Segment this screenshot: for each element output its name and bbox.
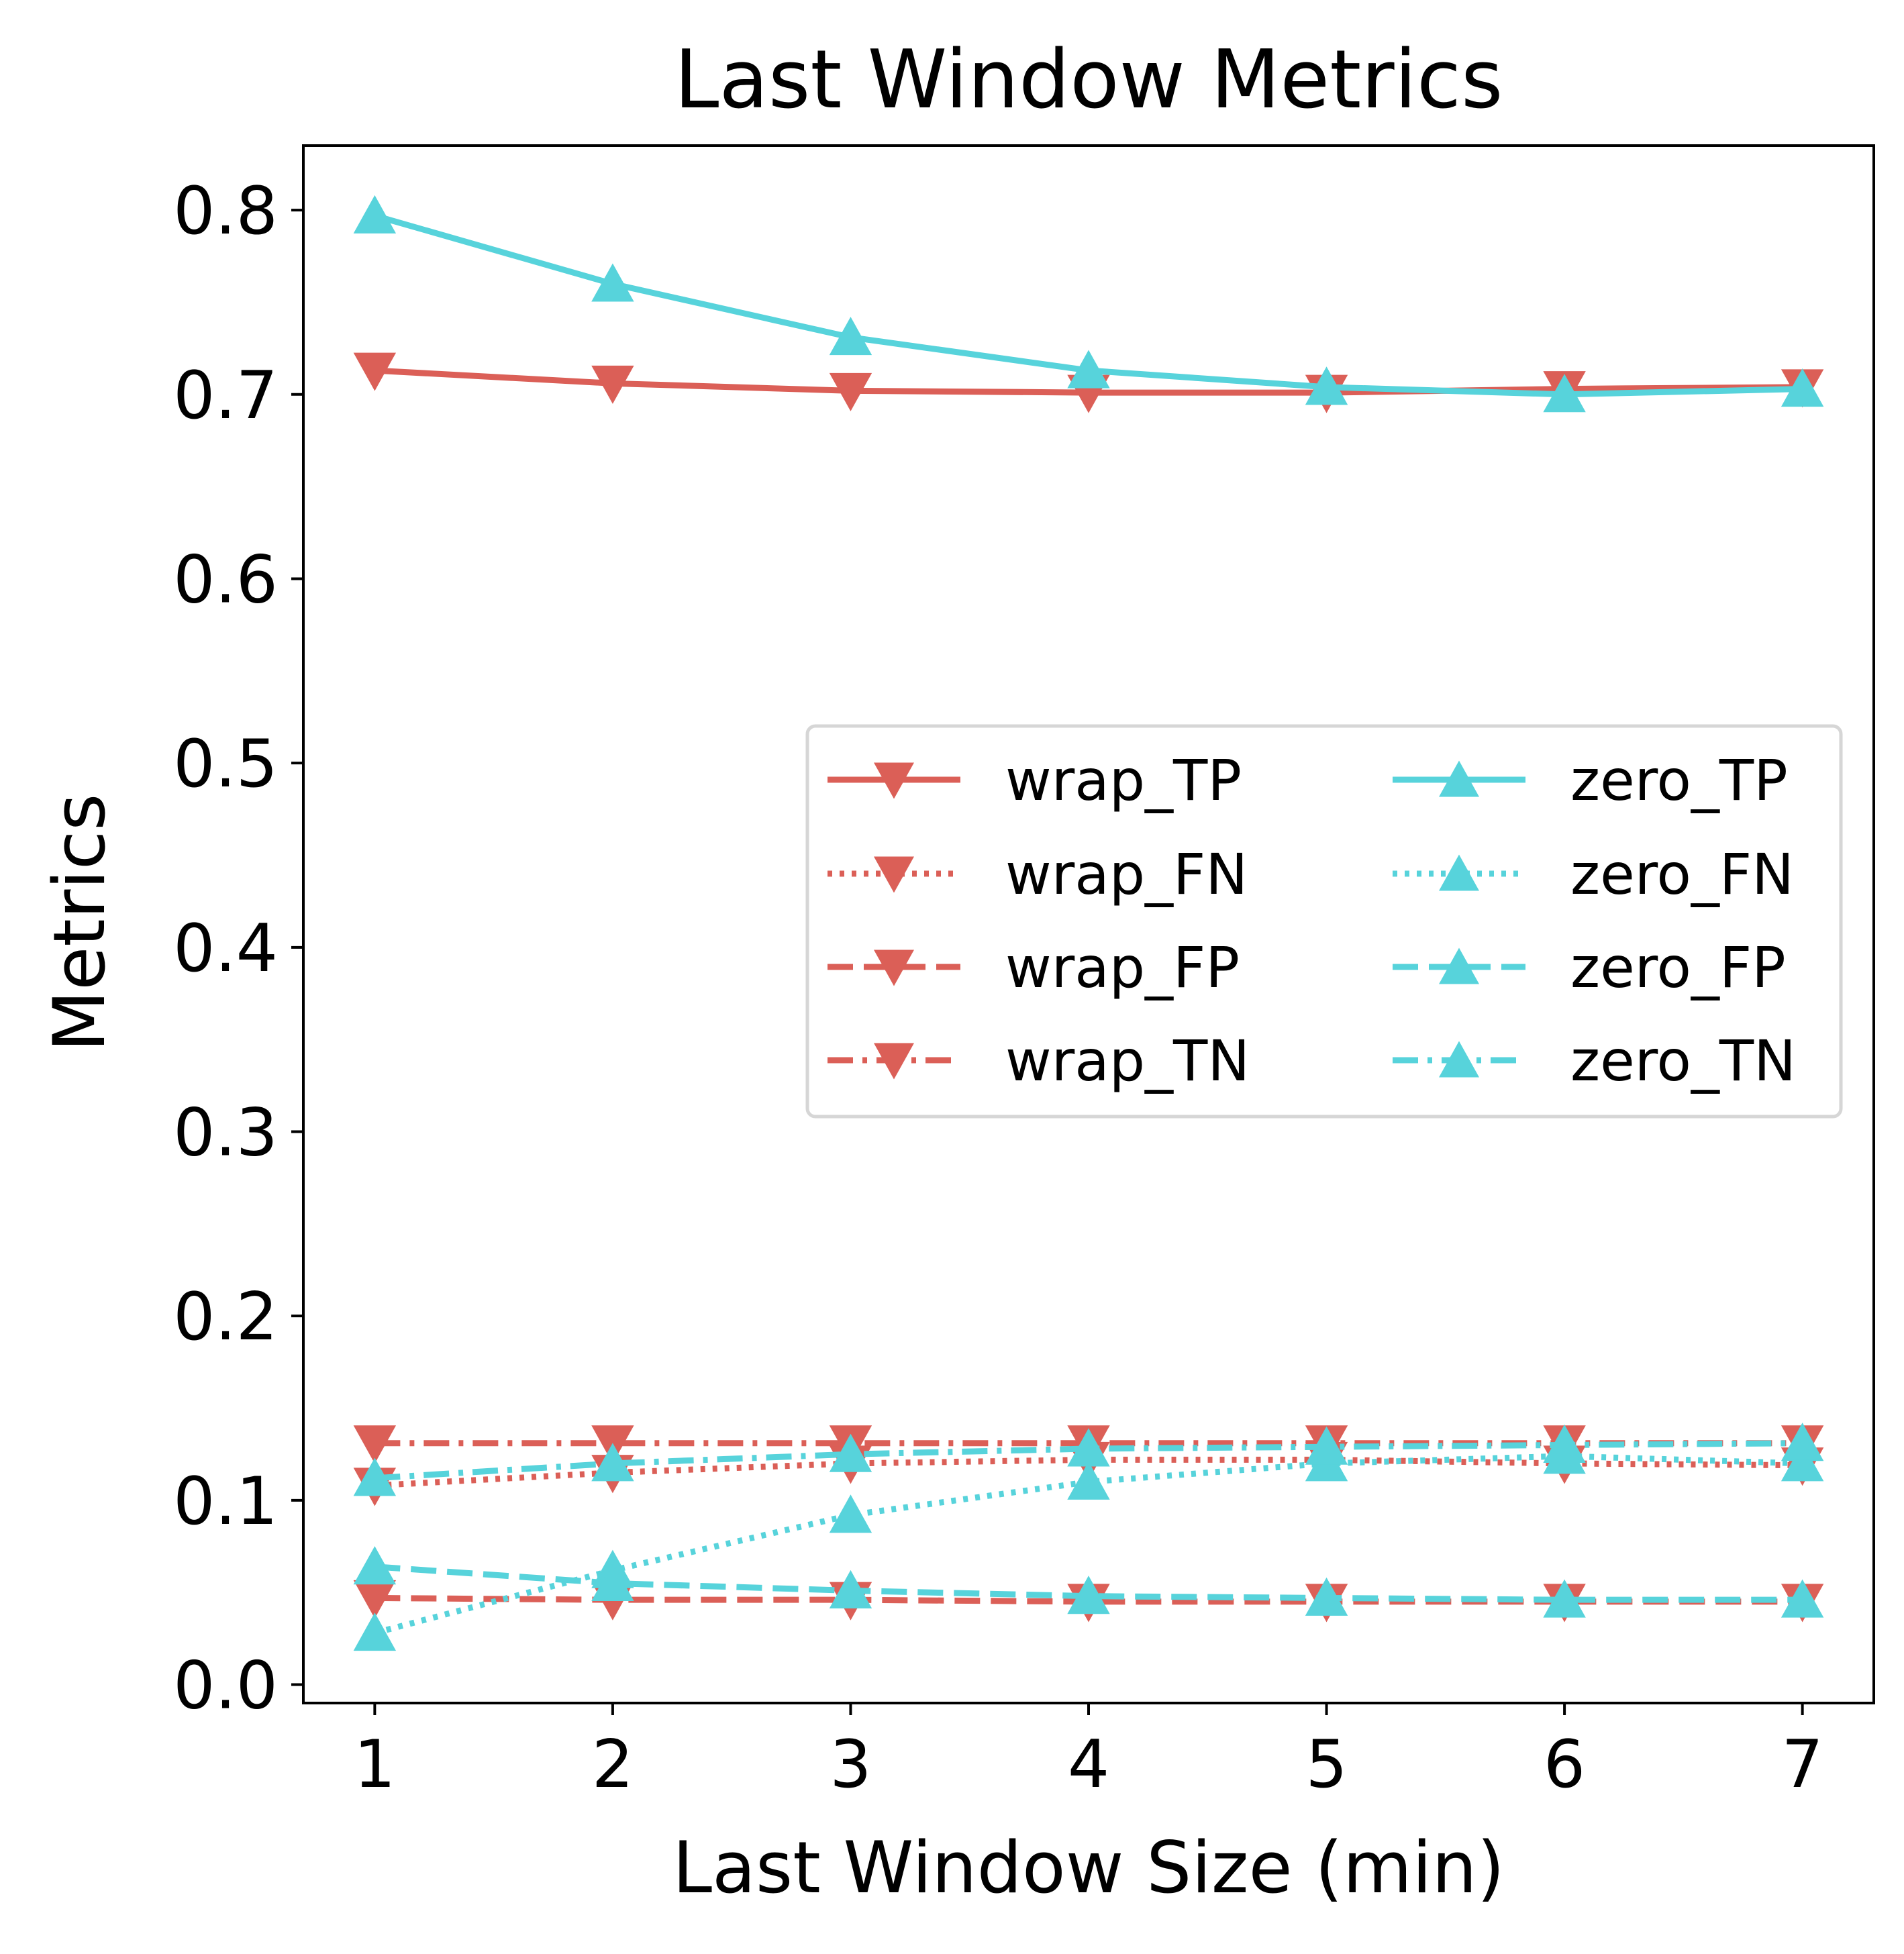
data-point-zero_FP-4: [1067, 1576, 1110, 1614]
x-tick-label: 1: [354, 1727, 395, 1803]
data-point-zero_FN-4: [1067, 1461, 1110, 1500]
y-tick-label: 0.4: [173, 911, 278, 987]
data-point-wrap_TP-2: [591, 365, 634, 404]
y-tick-label: 0.3: [173, 1095, 278, 1172]
x-tick-label: 4: [1068, 1727, 1109, 1803]
data-point-zero_FN-3: [829, 1494, 872, 1533]
y-axis-label: Metrics: [38, 794, 121, 1052]
legend-marker: [1439, 947, 1479, 984]
legend-box: [805, 724, 1843, 1119]
legend-marker: [1439, 854, 1479, 891]
data-point-zero_FN-7: [1781, 1443, 1824, 1482]
legend-label: wrap_TN: [1005, 1028, 1250, 1094]
legend-marker: [874, 762, 914, 799]
legend-marker: [874, 856, 914, 893]
legend-label: wrap_FN: [1005, 841, 1248, 907]
legend-label: zero_TP: [1570, 748, 1788, 813]
legend-entry-wrap_FN: wrap_FN: [828, 841, 1248, 907]
chart-title: Last Window Metrics: [674, 34, 1503, 127]
y-tick-label: 0.7: [173, 358, 278, 434]
y-tick-label: 0.1: [173, 1463, 278, 1540]
plot-area: [353, 195, 1824, 1651]
y-tick-label: 0.2: [173, 1279, 278, 1355]
legend-entry-zero_TP: zero_TP: [1393, 748, 1788, 813]
data-point-zero_FP-7: [1781, 1579, 1824, 1618]
data-point-zero_FN-1: [353, 1612, 397, 1651]
x-tick-label: 7: [1781, 1727, 1823, 1803]
legend-marker: [874, 949, 914, 986]
y-tick-label: 0.5: [173, 726, 278, 803]
y-tick-label: 0.8: [173, 173, 278, 250]
data-point-zero_TN-4: [1067, 1428, 1110, 1467]
series-zero_FP: [353, 1546, 1824, 1618]
legend-label: wrap_FP: [1005, 935, 1240, 1000]
data-point-zero_TP-5: [1305, 366, 1348, 405]
data-point-zero_TP-2: [591, 263, 634, 302]
x-axis-label: Last Window Size (min): [672, 1827, 1505, 1909]
data-point-zero_TN-3: [829, 1433, 872, 1472]
legend-label: wrap_TP: [1005, 748, 1242, 813]
series-zero_TN: [353, 1423, 1824, 1496]
data-point-zero_TP-3: [829, 317, 872, 356]
data-point-zero_TN-5: [1305, 1426, 1348, 1465]
legend-label: zero_TN: [1570, 1028, 1796, 1094]
y-tick-label: 0.0: [173, 1648, 278, 1725]
data-point-zero_FP-6: [1543, 1579, 1586, 1618]
x-tick-label: 5: [1305, 1727, 1347, 1803]
axes: 0.0 0.1 0.2 0.3 0.4 0.5 0.6 0.7 0.8 1 2 3 4 5 6 7: [173, 144, 1875, 1803]
data-point-zero_FP-3: [829, 1570, 872, 1608]
x-tick-label: 3: [830, 1727, 871, 1803]
data-point-zero_FP-2: [591, 1562, 634, 1601]
legend-entry-zero_FN: zero_FN: [1393, 841, 1794, 907]
legend-marker: [1439, 1041, 1479, 1078]
data-point-zero_TN-2: [591, 1443, 634, 1482]
data-point-wrap_TP-1: [353, 352, 397, 391]
data-point-wrap_TN-1: [353, 1425, 397, 1464]
data-point-zero_TN-1: [353, 1457, 397, 1496]
legend-entry-zero_TN: zero_TN: [1393, 1028, 1796, 1094]
data-point-zero_TP-4: [1067, 350, 1110, 389]
legend-entry-zero_FP: zero_FP: [1393, 935, 1786, 1000]
y-tick-label: 0.6: [173, 542, 278, 618]
x-tick-label: 6: [1544, 1727, 1585, 1803]
data-point-wrap_TP-3: [829, 372, 872, 411]
legend-entry-wrap_FP: wrap_FP: [828, 935, 1240, 1000]
data-point-zero_TN-7: [1781, 1423, 1824, 1461]
legend-entry-wrap_TN: wrap_TN: [828, 1028, 1250, 1094]
data-point-zero_TP-1: [353, 195, 397, 234]
legend: wrap_TP wrap_FN wrap_FP wrap_TN zero_TP zero_…: [805, 724, 1843, 1119]
data-point-zero_FP-5: [1305, 1577, 1348, 1616]
legend-label: zero_FN: [1570, 841, 1794, 907]
data-point-zero_TN-6: [1543, 1424, 1586, 1463]
series-zero_TP: [353, 195, 1824, 413]
legend-entry-wrap_TP: wrap_TP: [828, 748, 1242, 813]
legend-label: zero_FP: [1570, 935, 1786, 1000]
data-point-zero_FP-1: [353, 1546, 397, 1585]
legend-marker: [1439, 760, 1479, 797]
data-point-zero_TP-7: [1781, 368, 1824, 407]
x-tick-label: 2: [592, 1727, 634, 1803]
data-point-zero_TP-6: [1543, 374, 1586, 413]
legend-marker: [874, 1043, 914, 1080]
